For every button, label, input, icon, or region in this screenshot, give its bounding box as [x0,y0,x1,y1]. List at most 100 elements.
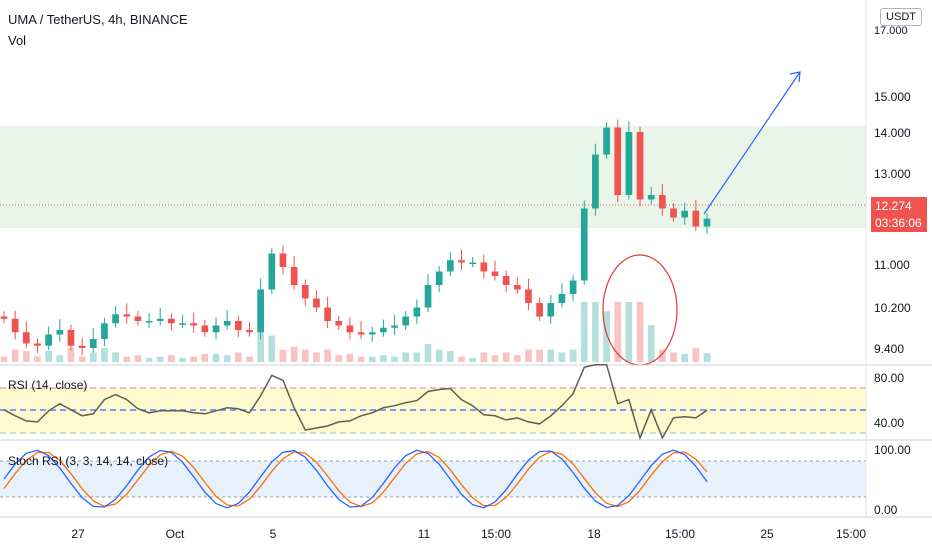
candle-body [11,318,19,333]
volume-bar [692,348,700,362]
stoch-d-line [3,450,708,508]
volume-bar [502,352,510,362]
candle-body [458,260,465,263]
candle-body [491,271,499,276]
candle-body [212,325,220,333]
volume-bar [67,348,75,362]
volume-bar [525,349,532,362]
volume-bar [45,351,52,362]
volume-bar [625,302,633,362]
stoch-rsi-label[interactable]: Stoch RSI (3, 3, 14, 14, close) [8,454,169,468]
candle-body [279,253,287,267]
candle-body [78,345,86,348]
volume-bar [179,358,186,362]
volume-bar [290,346,298,362]
volume-bar [301,349,309,362]
stoch-band [0,461,866,497]
stoch-k-line [3,449,708,509]
volume-label: Vol [8,33,27,48]
price-tick: 10.200 [874,301,911,315]
volume-bars [0,302,711,362]
candle-body [0,316,8,319]
candle-body [391,325,398,328]
volume-bar [346,353,354,362]
currency-badge[interactable]: USDT [880,8,922,26]
time-tick: 27 [71,527,85,541]
volume-bar [614,302,622,362]
projection-arrow-line[interactable] [703,71,801,215]
candle-body [368,332,376,335]
candle-body [268,253,276,290]
volume-bar [580,302,588,362]
candle-body [179,323,186,325]
highlight-zone [0,126,866,228]
volume-bar [101,348,108,362]
candle-body [447,260,454,272]
candle-body [435,271,443,285]
volume-bar [368,356,376,362]
candle-body [22,332,30,344]
candle-body [536,303,543,317]
volume-bar [156,356,164,362]
volume-bar [201,353,209,362]
volume-bar [670,352,677,362]
volume-bar [246,356,253,362]
volume-bar [268,335,276,362]
candle-body [156,318,164,321]
time-tick: 11 [418,527,431,541]
candle-body [234,321,242,330]
candle-body [614,127,622,195]
candle-body [480,262,488,272]
candle-body [134,316,142,321]
rsi-label[interactable]: RSI (14, close) [8,378,88,392]
volume-bar [491,355,499,362]
candle-body [580,208,588,281]
candle-body [346,325,354,333]
volume-bar [391,356,398,362]
symbol-title[interactable]: UMA / TetherUS, 4h, BINANCE [8,12,188,27]
price-tick: 13.000 [874,167,911,181]
volume-bar [413,352,421,362]
candle-body [592,154,599,209]
time-tick: Oct [166,527,185,541]
candle-body [513,285,521,290]
candle-body [246,330,253,333]
candle-body [145,321,153,323]
candle-body [402,316,410,326]
price-tick: 11.000 [874,258,910,272]
volume-bar [402,352,410,362]
time-tick: 18 [587,527,601,541]
volume-bar [447,351,454,362]
time-tick: 5 [270,527,277,541]
volume-bar [469,358,477,362]
volume-bar [703,353,711,362]
candle-body [89,339,97,348]
price-tick: 14.000 [874,126,911,140]
volume-bar [458,356,465,362]
price-tick: 17.000 [874,25,908,37]
candle-body [659,195,666,209]
volume-bar [558,352,566,362]
volume-bar [78,356,86,362]
volume-bar [335,355,343,362]
volume-bar [424,344,432,362]
candle-body [469,262,477,264]
volume-bar [592,302,599,362]
volume-bar [357,356,365,362]
candle-body [424,285,432,308]
candle-body [357,332,365,335]
candle-body [625,132,633,195]
volume-bar [134,355,142,362]
rsi-tick: 40.00 [874,416,904,430]
candle-body [558,294,566,303]
candle-body [67,330,75,346]
volume-bar [636,302,644,362]
volume-bar [513,355,521,362]
candle-body [56,330,64,335]
stoch-tick: 100.00 [874,443,911,457]
time-tick: 15:00 [481,527,511,541]
rsi-line [3,364,708,441]
volume-bar [435,349,443,362]
candle-body [201,325,209,333]
